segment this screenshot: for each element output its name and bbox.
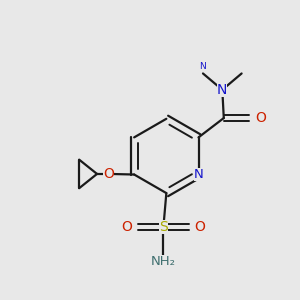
Text: NH₂: NH₂ <box>151 255 176 268</box>
Text: N: N <box>199 61 206 70</box>
Text: O: O <box>194 220 206 234</box>
Text: N: N <box>217 83 227 97</box>
Text: O: O <box>255 111 266 125</box>
Text: O: O <box>103 167 114 181</box>
Text: N: N <box>194 168 203 181</box>
Text: O: O <box>122 220 132 234</box>
Text: S: S <box>159 220 168 234</box>
